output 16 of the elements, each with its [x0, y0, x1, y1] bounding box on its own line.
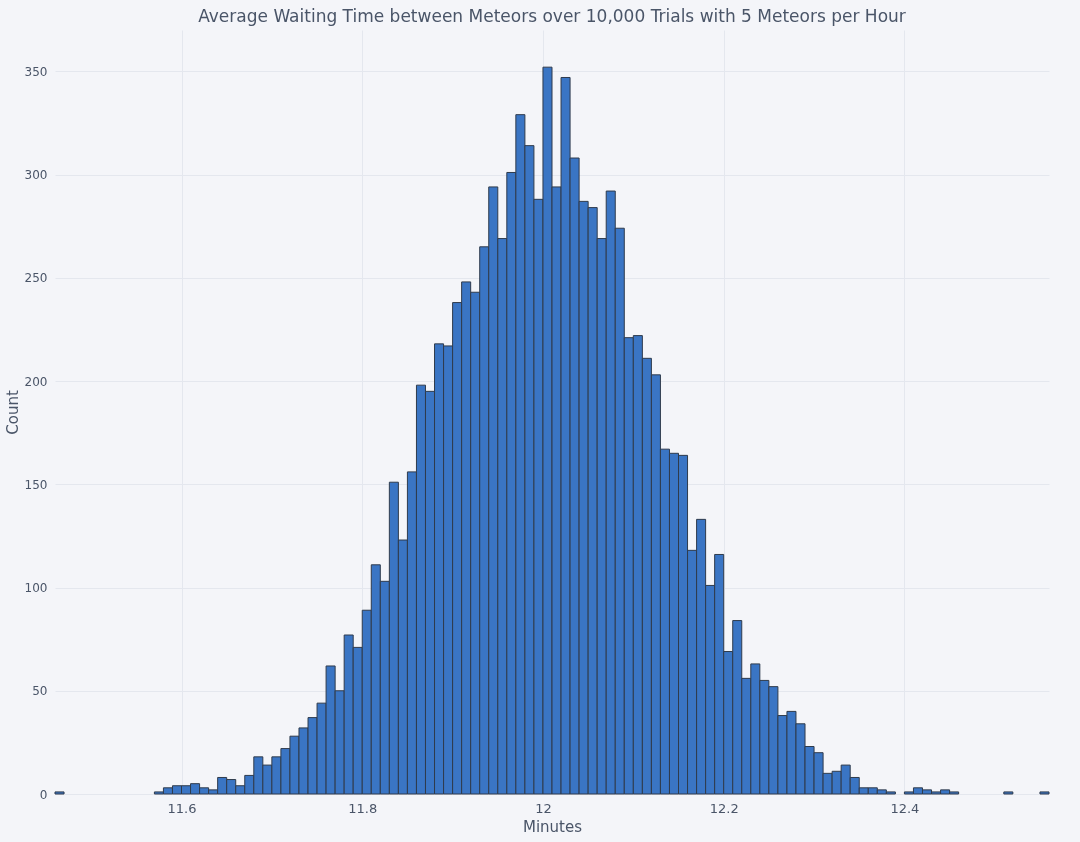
x-tick-label: 12 — [535, 800, 552, 816]
x-axis-title: Minutes — [522, 817, 583, 836]
chart-title: Average Waiting Time between Meteors over 10,000 Trials with 5 Meteors per Hour — [198, 6, 906, 26]
x-tick-label: 11.6 — [167, 800, 197, 816]
y-axis-title: Count — [3, 390, 22, 435]
y-tick-label: 350 — [24, 64, 48, 79]
y-tick-label: 100 — [24, 581, 48, 596]
y-tick-label: 150 — [24, 477, 48, 492]
x-tick-label: 11.8 — [348, 800, 378, 816]
y-tick-label: 300 — [24, 168, 48, 183]
y-tick-label: 250 — [24, 271, 48, 286]
x-tick-label: 12.2 — [709, 800, 739, 816]
y-tick-label: 50 — [32, 684, 48, 699]
x-tick-label: 12.4 — [890, 800, 920, 816]
y-tick-label: 200 — [24, 374, 48, 389]
y-tick-label: 0 — [39, 787, 48, 802]
